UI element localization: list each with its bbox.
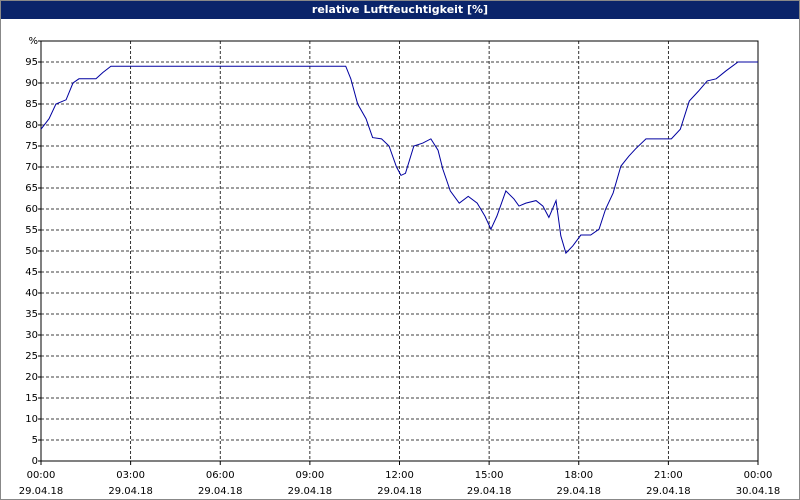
y-tick-label: 20 [25,372,38,383]
y-tick-label: 75 [25,141,38,152]
y-tick-label: 35 [25,309,38,320]
y-tick-label: 0 [32,456,38,467]
y-tick-label: 80 [25,120,38,131]
x-tick-date: 29.04.18 [646,486,691,497]
y-tick-label: 10 [25,414,38,425]
y-tick-label: 5 [32,435,38,446]
x-tick-label: 00:00 [744,470,773,481]
data-line [40,61,758,255]
y-tick-label: 60 [25,204,38,215]
x-tick-label: 00:00 [27,470,56,481]
y-tick-label: 70 [25,162,38,173]
x-tick-label: 03:00 [116,470,145,481]
x-tick-label: 12:00 [385,470,414,481]
x-tick-date: 30.04.18 [736,486,781,497]
y-tick-label: 90 [25,78,38,89]
y-tick-label: 55 [25,225,38,236]
x-tick-date: 29.04.18 [198,486,243,497]
x-tick-date: 29.04.18 [556,486,601,497]
title-bar: relative Luftfeuchtigkeit [%] [1,1,799,19]
x-tick-date: 29.04.18 [377,486,422,497]
x-tick-date: 29.04.18 [108,486,153,497]
plot-frame [40,40,759,462]
y-tick-label: 15 [25,393,38,404]
x-tick-date: 29.04.18 [19,486,64,497]
x-tick-label: 21:00 [654,470,683,481]
y-tick-label: 30 [25,330,38,341]
x-tick-label: 18:00 [564,470,593,481]
y-tick-label: % [28,36,38,47]
x-tick-date: 29.04.18 [288,486,333,497]
x-tick-date: 29.04.18 [467,486,512,497]
y-tick-label: 40 [25,288,38,299]
y-tick-label: 85 [25,99,38,110]
y-tick-label: 50 [25,246,38,257]
y-tick-label: 95 [25,57,38,68]
y-tick-label: 25 [25,351,38,362]
x-tick-label: 06:00 [206,470,235,481]
x-tick-label: 15:00 [475,470,504,481]
x-tick-label: 09:00 [295,470,324,481]
y-tick-label: 45 [25,267,38,278]
y-tick-label: 65 [25,183,38,194]
